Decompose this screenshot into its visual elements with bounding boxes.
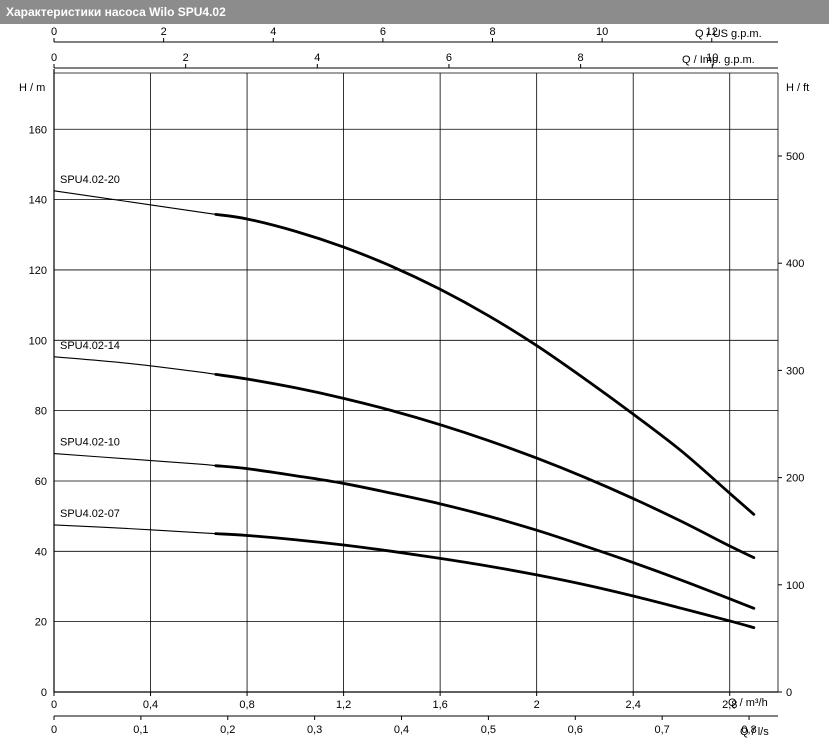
x-tick-label-m3h: 2 — [534, 699, 540, 711]
x-tick-label-us-gpm: 0 — [51, 26, 57, 38]
y-tick-label-m: 80 — [35, 406, 47, 418]
x-tick-label-imp-gpm: 4 — [314, 52, 320, 64]
series-label: SPU4.02-20 — [60, 174, 120, 186]
y-tick-label-m: 120 — [29, 265, 47, 277]
x-tick-label-us-gpm: 2 — [161, 26, 167, 38]
x-tick-label-m3h: 0,4 — [143, 699, 158, 711]
series-curve — [214, 464, 756, 610]
x-tick-label-us-gpm: 12 — [706, 26, 718, 38]
x-tick-label-us-gpm: 4 — [270, 26, 276, 38]
x-tick-label-imp-gpm: 10 — [706, 52, 718, 64]
x-tick-label-m3h: 0,8 — [239, 699, 254, 711]
x-axis-label-imp-gpm: Q / Imp. g.p.m. — [682, 54, 755, 66]
y-tick-label-m: 40 — [35, 546, 47, 558]
series-curve — [214, 212, 756, 516]
x-tick-label-us-gpm: 6 — [380, 26, 386, 38]
y-tick-label-m: 0 — [41, 687, 47, 699]
y-tick-label-m: 100 — [29, 335, 47, 347]
series-curve — [214, 532, 756, 630]
chart-title-bar: Характеристики насоса Wilo SPU4.02 — [0, 0, 829, 24]
series-curve-thin — [53, 524, 216, 535]
x-tick-label-m3h: 0 — [51, 699, 57, 711]
y-tick-label-m: 140 — [29, 195, 47, 207]
x-tick-label-m3h: 2,8 — [722, 699, 737, 711]
y-tick-label-ft: 200 — [786, 473, 804, 485]
x-tick-label-ls: 0,8 — [741, 724, 756, 736]
y-tick-label-m: 160 — [29, 124, 47, 136]
y-tick-label-ft: 500 — [786, 151, 804, 163]
y-tick-label-ft: 100 — [786, 580, 804, 592]
x-tick-label-imp-gpm: 0 — [51, 52, 57, 64]
series-curve-thin — [53, 356, 216, 375]
x-tick-label-us-gpm: 10 — [596, 26, 608, 38]
x-tick-label-imp-gpm: 6 — [446, 52, 452, 64]
x-axis-label-m3h: Q / m³/h — [728, 697, 768, 709]
x-tick-label-ls: 0,7 — [655, 724, 670, 736]
y-axis-label-left: H / m — [19, 82, 45, 94]
y-tick-label-ft: 400 — [786, 258, 804, 270]
x-tick-label-ls: 0,2 — [220, 724, 235, 736]
x-tick-label-ls: 0,6 — [568, 724, 583, 736]
series-label: SPU4.02-10 — [60, 437, 120, 449]
y-tick-label-ft: 300 — [786, 365, 804, 377]
series-label: SPU4.02-07 — [60, 508, 120, 520]
x-tick-label-m3h: 1,2 — [336, 699, 351, 711]
x-tick-label-imp-gpm: 8 — [578, 52, 584, 64]
y-tick-label-m: 60 — [35, 476, 47, 488]
y-tick-label-m: 20 — [35, 617, 47, 629]
x-tick-label-m3h: 2,4 — [626, 699, 641, 711]
series-curve-thin — [53, 190, 216, 215]
y-axis-label-right: H / ft — [786, 82, 809, 94]
y-tick-label-ft: 0 — [786, 687, 792, 699]
x-axis-label-ls: Q / l/s — [740, 726, 769, 738]
x-tick-label-ls: 0,1 — [133, 724, 148, 736]
x-tick-label-us-gpm: 8 — [489, 26, 495, 38]
series-curve — [214, 373, 756, 560]
chart-title: Характеристики насоса Wilo SPU4.02 — [6, 5, 226, 19]
x-axis-label-us-gpm: Q / US g.p.m. — [695, 28, 762, 40]
series-label: SPU4.02-14 — [60, 340, 120, 352]
series-curve-thin — [53, 452, 216, 467]
x-tick-label-ls: 0,3 — [307, 724, 322, 736]
x-tick-label-ls: 0,5 — [481, 724, 496, 736]
x-tick-label-ls: 0 — [51, 724, 57, 736]
x-tick-label-m3h: 1,6 — [432, 699, 447, 711]
x-tick-label-imp-gpm: 2 — [183, 52, 189, 64]
x-tick-label-ls: 0,4 — [394, 724, 409, 736]
